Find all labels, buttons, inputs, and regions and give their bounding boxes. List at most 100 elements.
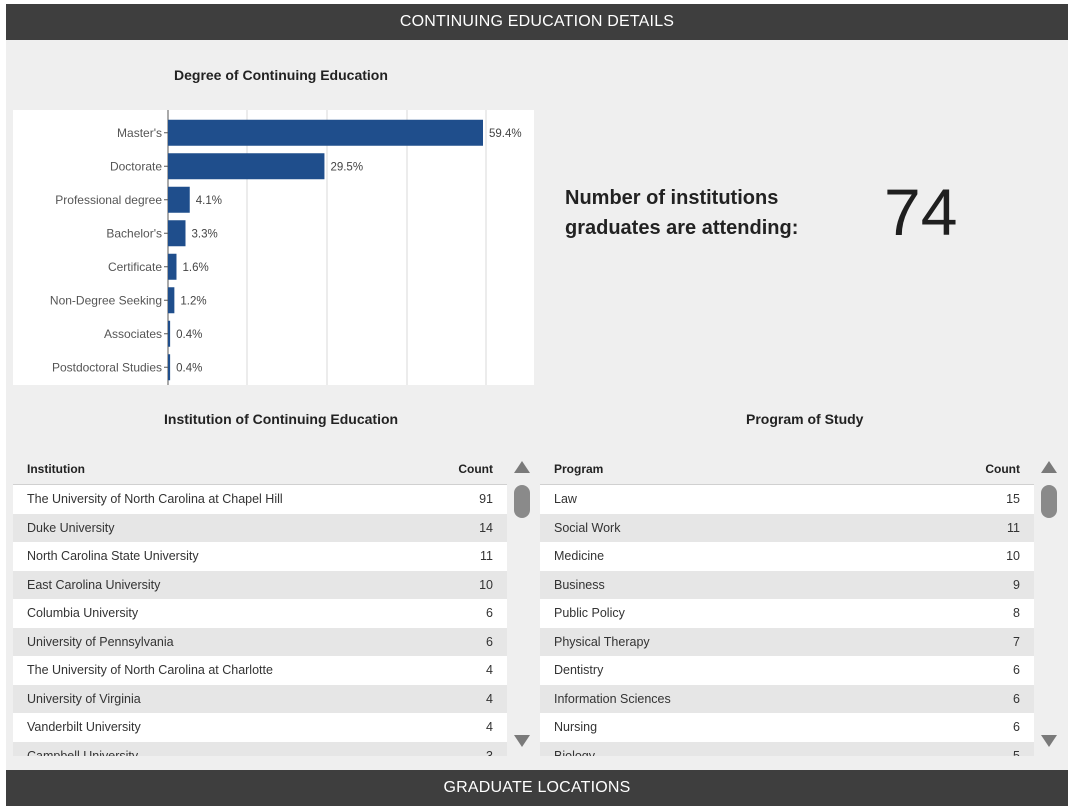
cell-count: 4 [486, 663, 493, 678]
program-row[interactable]: Public Policy 8 [540, 599, 1034, 628]
cell-count: 4 [486, 720, 493, 735]
institution-row[interactable]: North Carolina State University 11 [13, 542, 507, 571]
institution-row[interactable]: Campbell University 3 [13, 741, 507, 756]
institution-row[interactable]: Duke University 14 [13, 513, 507, 542]
cell-label: The University of North Carolina at Chap… [27, 492, 283, 507]
cell-count: 6 [486, 634, 493, 649]
bar[interactable] [168, 287, 175, 314]
category-label: Professional degree [55, 193, 162, 207]
bar[interactable] [168, 354, 171, 381]
cell-label: Business [554, 577, 605, 592]
bar[interactable] [168, 220, 186, 247]
data-label: 29.5% [330, 161, 363, 173]
column-header-count[interactable]: Count [985, 461, 1020, 476]
institution-row[interactable]: East Carolina University 10 [13, 570, 507, 599]
institution-table[interactable]: Institution Count The University of Nort… [13, 453, 535, 756]
data-label: 3.3% [192, 228, 218, 240]
bar[interactable] [168, 186, 190, 213]
cell-label: Social Work [554, 520, 621, 535]
bar[interactable] [168, 153, 325, 180]
cell-count: 4 [486, 691, 493, 706]
institution-table-scrollbar[interactable] [509, 453, 533, 756]
category-label: Non-Degree Seeking [50, 293, 162, 307]
program-row[interactable]: Physical Therapy 7 [540, 627, 1034, 656]
program-row[interactable]: Medicine 10 [540, 542, 1034, 571]
program-table-title: Program of Study [746, 411, 864, 427]
cell-label: Columbia University [27, 606, 139, 621]
bar[interactable] [168, 119, 483, 146]
cell-count: 11 [480, 549, 493, 564]
cell-label: Dentistry [554, 663, 604, 678]
degree-chart-svg: Master's 59.4% Doctorate 29.5% Professional … [50, 110, 522, 385]
cell-count: 9 [1013, 577, 1020, 592]
program-row[interactable]: Business 9 [540, 570, 1034, 599]
data-label: 1.6% [182, 262, 208, 274]
bar[interactable] [168, 253, 177, 280]
cell-label: The University of North Carolina at Char… [27, 663, 273, 678]
data-label: 1.2% [180, 295, 206, 307]
column-header-institution[interactable]: Institution [27, 461, 85, 476]
cell-count: 7 [1013, 634, 1020, 649]
category-label: Certificate [108, 260, 162, 274]
institution-table-title: Institution of Continuing Education [164, 411, 399, 427]
program-row[interactable]: Social Work 11 [540, 513, 1034, 542]
cell-label: East Carolina University [27, 577, 161, 592]
cell-count: 8 [1013, 606, 1020, 621]
institution-row[interactable]: The University of North Carolina at Chap… [13, 485, 507, 514]
cell-count: 10 [479, 577, 493, 592]
scroll-thumb[interactable] [514, 485, 530, 518]
bar[interactable] [168, 320, 171, 347]
cell-label: North Carolina State University [27, 549, 199, 564]
triangle-up-icon[interactable] [1041, 461, 1057, 473]
cell-label: Campbell University [27, 748, 139, 756]
category-label: Doctorate [110, 159, 162, 173]
category-label: Master's [117, 126, 162, 140]
cell-count: 91 [479, 492, 493, 507]
cell-label: Duke University [27, 520, 115, 535]
column-header-program[interactable]: Program [554, 461, 604, 476]
institution-row[interactable]: Columbia University 6 [13, 599, 507, 628]
institution-row[interactable]: University of Pennsylvania 6 [13, 627, 507, 656]
program-row[interactable]: Biology 5 [540, 741, 1034, 756]
program-row[interactable]: Nursing 6 [540, 713, 1034, 742]
cell-label: Public Policy [554, 606, 625, 621]
cell-count: 14 [479, 520, 493, 535]
degree-chart-title: Degree of Continuing Education [174, 67, 388, 83]
institution-row[interactable]: University of Virginia 4 [13, 684, 507, 713]
cell-label: Law [554, 492, 577, 507]
cell-count: 5 [1013, 748, 1020, 756]
triangle-down-icon[interactable] [514, 735, 530, 747]
column-header-count[interactable]: Count [458, 461, 493, 476]
scroll-thumb[interactable] [1041, 485, 1057, 518]
program-table[interactable]: Program Count Law 15 Social Work 11 Medicine… [540, 453, 1062, 756]
data-label: 0.4% [176, 329, 202, 341]
institution-row[interactable]: The University of North Carolina at Char… [13, 656, 507, 685]
cell-label: Nursing [554, 720, 598, 735]
category-label: Postdoctoral Studies [52, 360, 162, 374]
cell-label: University of Pennsylvania [27, 634, 174, 649]
triangle-down-icon[interactable] [1041, 735, 1057, 747]
cell-label: Information Sciences [554, 691, 671, 706]
institutions-count-value: 74 [884, 175, 958, 249]
cell-count: 6 [486, 606, 493, 621]
program-table-header: Program Count [540, 453, 1034, 485]
program-table-body: Law 15 Social Work 11 Medicine 10 Business 9 Pub… [540, 485, 1034, 756]
program-row[interactable]: Law 15 [540, 485, 1034, 514]
program-table-scrollbar[interactable] [1036, 453, 1060, 756]
program-row[interactable]: Information Sciences 6 [540, 684, 1034, 713]
data-label: 59.4% [489, 128, 522, 140]
institutions-count-label: Number of institutions graduates are att… [565, 187, 799, 239]
triangle-up-icon[interactable] [514, 461, 530, 473]
institution-table-header: Institution Count [13, 453, 507, 485]
cell-label: University of Virginia [27, 691, 141, 706]
cell-count: 6 [1013, 663, 1020, 678]
cell-count: 10 [1006, 549, 1020, 564]
institution-table-body: The University of North Carolina at Chap… [13, 485, 507, 756]
data-label: 0.4% [176, 362, 202, 374]
program-row[interactable]: Dentistry 6 [540, 656, 1034, 685]
cell-label: Physical Therapy [554, 634, 650, 649]
cell-count: 11 [1007, 520, 1020, 535]
cell-count: 6 [1013, 720, 1020, 735]
institution-row[interactable]: Vanderbilt University 4 [13, 713, 507, 742]
cell-label: Biology [554, 748, 595, 756]
